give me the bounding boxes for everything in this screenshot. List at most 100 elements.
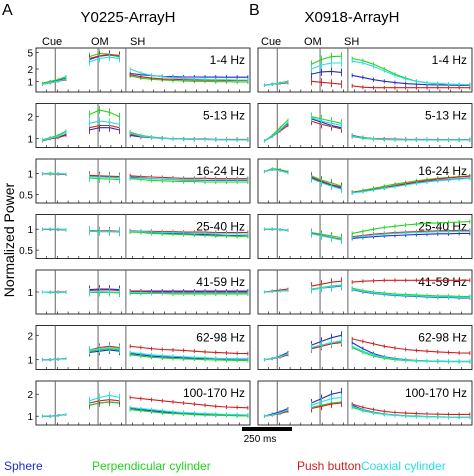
panel-a-62-98-hz-push-button-om-line bbox=[89, 345, 120, 351]
panel-a-1-4-hz-perpendicular-cylinder-cue-line bbox=[42, 76, 67, 84]
panel-a-100-170-hz-y-tick-label: 1 bbox=[27, 412, 33, 423]
panel-b-41-59-hz-band-label: 41-59 Hz bbox=[418, 275, 467, 289]
panel-a-5-13-hz-y-tick-label: 1 bbox=[27, 135, 33, 146]
panel-b-41-59-hz-coaxial-cylinder-cue-line bbox=[264, 289, 289, 293]
panel-b-title: X0918-ArrayH bbox=[304, 9, 399, 26]
panel-b-16-24-hz-coaxial-cylinder-sh-line bbox=[352, 177, 470, 194]
panel-b-5-13-hz-coaxial-cylinder-sh-line bbox=[352, 135, 470, 141]
panel-a-62-98-hz-sphere-om-line bbox=[89, 349, 120, 353]
panel-b-41-59-hz-push-button-sh-line bbox=[352, 279, 470, 283]
panel-a-16-24-hz-y-tick-label: 1 bbox=[27, 170, 33, 181]
panel-a-41-59-hz-coaxial-cylinder-cue-line bbox=[42, 291, 66, 294]
panel-b-5-13-hz-sphere-om-line bbox=[311, 118, 342, 129]
panel-b-5-13-hz-coaxial-cylinder-cue-line bbox=[264, 121, 289, 142]
panel-a-41-59-hz-y-tick-label: 1 bbox=[27, 288, 33, 299]
panel-a-25-40-hz-y-tick-label: 0.5 bbox=[19, 246, 33, 257]
panel-a-41-59-hz-coaxial-cylinder-om-line bbox=[89, 290, 120, 293]
panel-b-16-24-hz-perpendicular-cylinder-om-line bbox=[311, 175, 342, 187]
panel-b-epoch-cue: Cue bbox=[261, 36, 281, 48]
panel-b-1-4-hz-coaxial-cylinder-sh-line bbox=[352, 60, 470, 86]
panel-a-16-24-hz-perpendicular-cylinder-om-line bbox=[89, 177, 120, 181]
panel-a-25-40-hz-y-tick-label: 1 bbox=[27, 225, 33, 236]
panel-a-62-98-hz-y-tick-label: 1 bbox=[27, 356, 33, 367]
panel-a-100-170-hz-perpendicular-cylinder-om-line bbox=[89, 401, 120, 406]
panel-a-5-13-hz-perpendicular-cylinder-cue-line bbox=[42, 130, 67, 141]
panel-a-25-40-hz-band-label: 25-40 Hz bbox=[196, 220, 245, 234]
legend-push-button: Push button bbox=[297, 459, 361, 473]
panel-b-16-24-hz-band-label: 16-24 Hz bbox=[418, 164, 467, 178]
panel-a-16-24-hz-push-button-sh-line bbox=[130, 175, 248, 180]
panel-a-1-4-hz-perpendicular-cylinder-om-line bbox=[89, 52, 120, 58]
panel-a-1-4-hz-band-label: 1-4 Hz bbox=[210, 53, 245, 67]
panel-b-5-13-hz-coaxial-cylinder-om-line bbox=[311, 117, 342, 127]
panel-a-62-98-hz-coaxial-cylinder-sh-line bbox=[130, 351, 248, 360]
panel-b-25-40-hz-perpendicular-cylinder-sh-line bbox=[352, 221, 470, 234]
panel-b-41-59-hz-push-button-om-line bbox=[311, 280, 342, 287]
panel-b-100-170-hz-sphere-om-line bbox=[311, 391, 342, 404]
panel-a-16-24-hz-coaxial-cylinder-sh-line bbox=[130, 177, 248, 181]
panel-a-16-24-hz-coaxial-cylinder-om-line bbox=[89, 176, 120, 179]
panel-b-100-170-hz-push-button-om-line bbox=[311, 402, 342, 410]
panel-a-5-13-hz-band-label: 5-13 Hz bbox=[203, 109, 245, 123]
panel-b-100-170-hz-coaxial-cylinder-om-line bbox=[311, 396, 342, 406]
panel-a-41-59-hz-push-button-sh-line bbox=[130, 290, 248, 293]
panel-b-5-13-hz-band-label: 5-13 Hz bbox=[425, 109, 467, 123]
panel-a-41-59-hz-coaxial-cylinder-sh-line bbox=[130, 291, 248, 294]
panel-a-1-4-hz-coaxial-cylinder-sh-line bbox=[130, 68, 248, 81]
panel-a-62-98-hz-y-tick-label: 2 bbox=[27, 331, 33, 342]
panel-b-100-170-hz-coaxial-cylinder-cue-line bbox=[264, 409, 289, 417]
panel-a-25-40-hz-coaxial-cylinder-sh-line bbox=[130, 230, 248, 235]
panel-b-1-4-hz-coaxial-cylinder-om-line bbox=[311, 62, 342, 70]
panel-b-100-170-hz-band-label: 100-170 Hz bbox=[405, 386, 467, 400]
panel-a-1-4-hz-coaxial-cylinder-om-line bbox=[89, 56, 120, 63]
panel-b-16-24-hz-coaxial-cylinder-cue-line bbox=[264, 168, 289, 174]
panel-b-25-40-hz-coaxial-cylinder-om-line bbox=[311, 233, 342, 241]
panel-b-1-4-hz-push-button-om-line bbox=[311, 80, 342, 85]
panel-b-epoch-om: OM bbox=[304, 36, 322, 48]
panel-a-1-4-hz-y-tick-label: 2 bbox=[27, 65, 33, 76]
panel-a-epoch-om: OM bbox=[91, 36, 109, 48]
panel-b-1-4-hz-sphere-sh-line bbox=[352, 74, 470, 86]
panel-b-62-98-hz-coaxial-cylinder-om-line bbox=[311, 340, 342, 349]
panel-a-16-24-hz-band-label: 16-24 Hz bbox=[196, 164, 245, 178]
panel-a-5-13-hz-coaxial-cylinder-cue-line bbox=[42, 131, 67, 142]
panel-a-epoch-cue: Cue bbox=[42, 36, 62, 48]
panel-a-62-98-hz-perpendicular-cylinder-sh-line bbox=[130, 354, 248, 362]
panel-b-41-59-hz-coaxial-cylinder-om-line bbox=[311, 285, 342, 291]
panel-a-100-170-hz-perpendicular-cylinder-sh-line bbox=[130, 409, 248, 417]
legend-sphere: Sphere bbox=[4, 459, 43, 473]
panel-a-16-24-hz-perpendicular-cylinder-sh-line bbox=[130, 178, 248, 183]
panel-a-5-13-hz-y-tick-label: 2 bbox=[27, 113, 33, 124]
panel-a-epoch-sh: SH bbox=[130, 36, 145, 48]
panel-b-25-40-hz-coaxial-cylinder-sh-line bbox=[352, 230, 470, 239]
panel-a-62-98-hz-band-label: 62-98 Hz bbox=[196, 331, 245, 345]
panel-a-letter: A bbox=[2, 2, 13, 19]
panel-a-5-13-hz-coaxial-cylinder-om-line bbox=[89, 120, 120, 125]
panel-a-1-4-hz-push-button-sh-line bbox=[130, 74, 248, 82]
panel-a-41-59-hz-perpendicular-cylinder-sh-line bbox=[130, 292, 248, 295]
panel-b-62-98-hz-band-label: 62-98 Hz bbox=[418, 331, 467, 345]
panel-b-16-24-hz-push-button-om-line bbox=[311, 176, 342, 188]
panel-a-62-98-hz-coaxial-cylinder-om-line bbox=[89, 346, 120, 351]
panel-a-62-98-hz-coaxial-cylinder-cue-line bbox=[42, 357, 67, 361]
panel-a-62-98-hz-push-button-sh-line bbox=[130, 345, 248, 355]
panel-a-1-4-hz-y-tick-label: 1 bbox=[27, 77, 33, 88]
panel-b-62-98-hz-push-button-om-line bbox=[311, 342, 342, 350]
panel-b-16-24-hz-coaxial-cylinder-om-line bbox=[311, 178, 342, 190]
panel-b-1-4-hz-perpendicular-cylinder-om-line bbox=[311, 55, 342, 65]
legend-coaxial-cylinder: Coaxial cylinder bbox=[361, 459, 446, 473]
panel-a-1-4-hz-push-button-om-line bbox=[89, 54, 120, 60]
panel-a-1-4-hz-perpendicular-cylinder-sh-line bbox=[130, 75, 248, 83]
panel-b-41-59-hz-perpendicular-cylinder-sh-line bbox=[352, 287, 470, 297]
panel-b-62-98-hz-sphere-om-line bbox=[311, 334, 342, 346]
panel-a-100-170-hz-coaxial-cylinder-sh-line bbox=[130, 406, 248, 416]
panel-b-100-170-hz-push-button-sh-line bbox=[352, 403, 470, 415]
panel-b-62-98-hz-coaxial-cylinder-cue-line bbox=[264, 353, 289, 361]
legend-perpendicular-cylinder: Perpendicular cylinder bbox=[92, 459, 211, 473]
panel-b-1-4-hz-push-button-sh-line bbox=[352, 85, 470, 89]
panel-b-25-40-hz-push-button-sh-line bbox=[352, 229, 470, 238]
panel-a-16-24-hz-y-tick-label: 0.5 bbox=[19, 191, 33, 202]
panel-b-16-24-hz-sphere-om-line bbox=[311, 177, 342, 189]
panel-b-25-40-hz-sphere-sh-line bbox=[352, 232, 470, 239]
